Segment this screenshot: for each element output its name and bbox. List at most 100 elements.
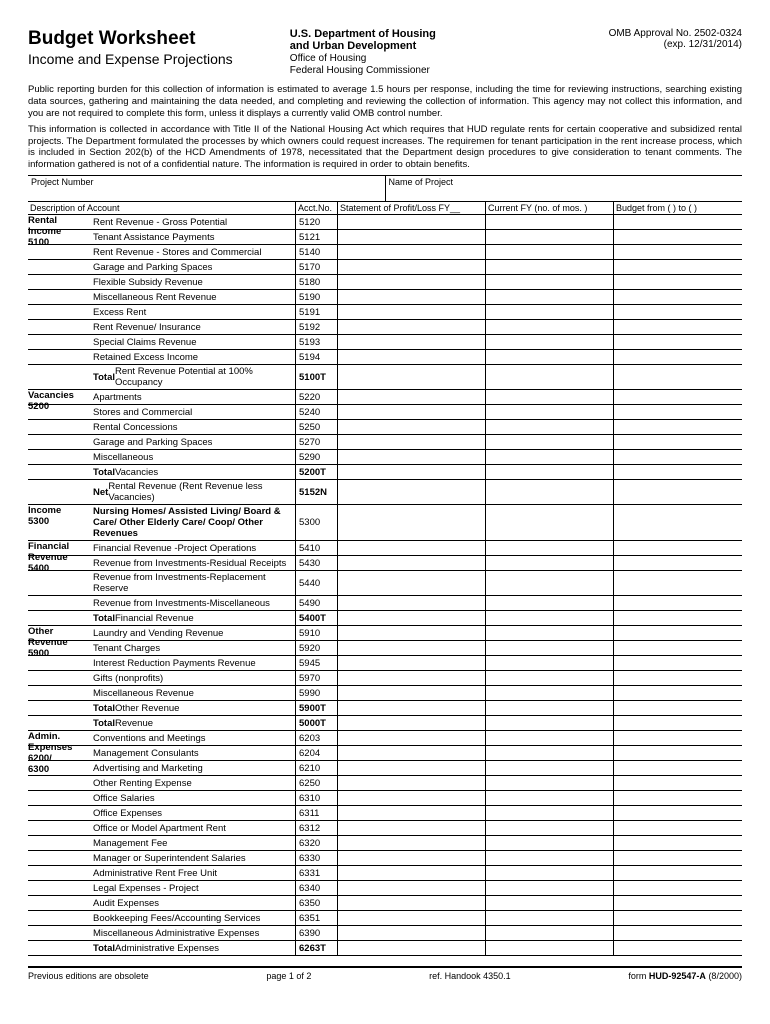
statement-cell[interactable] <box>338 335 486 349</box>
budget-cell[interactable] <box>614 641 742 655</box>
statement-cell[interactable] <box>338 626 486 640</box>
current-fy-cell[interactable] <box>486 596 614 610</box>
current-fy-cell[interactable] <box>486 245 614 259</box>
budget-cell[interactable] <box>614 926 742 940</box>
budget-cell[interactable] <box>614 686 742 700</box>
budget-cell[interactable] <box>614 656 742 670</box>
current-fy-cell[interactable] <box>486 836 614 850</box>
statement-cell[interactable] <box>338 275 486 289</box>
budget-cell[interactable] <box>614 701 742 715</box>
current-fy-cell[interactable] <box>486 290 614 304</box>
budget-cell[interactable] <box>614 335 742 349</box>
budget-cell[interactable] <box>614 836 742 850</box>
current-fy-cell[interactable] <box>486 480 614 504</box>
statement-cell[interactable] <box>338 821 486 835</box>
budget-cell[interactable] <box>614 731 742 745</box>
statement-cell[interactable] <box>338 881 486 895</box>
statement-cell[interactable] <box>338 435 486 449</box>
statement-cell[interactable] <box>338 731 486 745</box>
statement-cell[interactable] <box>338 305 486 319</box>
statement-cell[interactable] <box>338 911 486 925</box>
budget-cell[interactable] <box>614 230 742 244</box>
current-fy-cell[interactable] <box>486 911 614 925</box>
current-fy-cell[interactable] <box>486 731 614 745</box>
statement-cell[interactable] <box>338 556 486 570</box>
budget-cell[interactable] <box>614 821 742 835</box>
current-fy-cell[interactable] <box>486 941 614 955</box>
current-fy-cell[interactable] <box>486 230 614 244</box>
budget-cell[interactable] <box>614 290 742 304</box>
statement-cell[interactable] <box>338 215 486 229</box>
budget-cell[interactable] <box>614 611 742 625</box>
statement-cell[interactable] <box>338 926 486 940</box>
project-name-field[interactable]: Name of Project <box>386 176 743 201</box>
budget-cell[interactable] <box>614 896 742 910</box>
statement-cell[interactable] <box>338 260 486 274</box>
statement-cell[interactable] <box>338 350 486 364</box>
statement-cell[interactable] <box>338 806 486 820</box>
current-fy-cell[interactable] <box>486 656 614 670</box>
current-fy-cell[interactable] <box>486 505 614 540</box>
current-fy-cell[interactable] <box>486 260 614 274</box>
statement-cell[interactable] <box>338 505 486 540</box>
statement-cell[interactable] <box>338 641 486 655</box>
budget-cell[interactable] <box>614 541 742 555</box>
current-fy-cell[interactable] <box>486 641 614 655</box>
current-fy-cell[interactable] <box>486 465 614 479</box>
current-fy-cell[interactable] <box>486 701 614 715</box>
budget-cell[interactable] <box>614 390 742 404</box>
statement-cell[interactable] <box>338 791 486 805</box>
budget-cell[interactable] <box>614 320 742 334</box>
budget-cell[interactable] <box>614 941 742 955</box>
budget-cell[interactable] <box>614 791 742 805</box>
statement-cell[interactable] <box>338 611 486 625</box>
current-fy-cell[interactable] <box>486 746 614 760</box>
statement-cell[interactable] <box>338 941 486 955</box>
statement-cell[interactable] <box>338 230 486 244</box>
current-fy-cell[interactable] <box>486 896 614 910</box>
budget-cell[interactable] <box>614 405 742 419</box>
statement-cell[interactable] <box>338 465 486 479</box>
statement-cell[interactable] <box>338 405 486 419</box>
current-fy-cell[interactable] <box>486 761 614 775</box>
current-fy-cell[interactable] <box>486 776 614 790</box>
budget-cell[interactable] <box>614 505 742 540</box>
budget-cell[interactable] <box>614 806 742 820</box>
current-fy-cell[interactable] <box>486 881 614 895</box>
current-fy-cell[interactable] <box>486 305 614 319</box>
current-fy-cell[interactable] <box>486 405 614 419</box>
budget-cell[interactable] <box>614 480 742 504</box>
current-fy-cell[interactable] <box>486 611 614 625</box>
statement-cell[interactable] <box>338 686 486 700</box>
statement-cell[interactable] <box>338 571 486 595</box>
budget-cell[interactable] <box>614 851 742 865</box>
statement-cell[interactable] <box>338 746 486 760</box>
current-fy-cell[interactable] <box>486 716 614 730</box>
statement-cell[interactable] <box>338 761 486 775</box>
statement-cell[interactable] <box>338 836 486 850</box>
statement-cell[interactable] <box>338 671 486 685</box>
statement-cell[interactable] <box>338 320 486 334</box>
statement-cell[interactable] <box>338 776 486 790</box>
statement-cell[interactable] <box>338 541 486 555</box>
statement-cell[interactable] <box>338 866 486 880</box>
budget-cell[interactable] <box>614 761 742 775</box>
current-fy-cell[interactable] <box>486 435 614 449</box>
statement-cell[interactable] <box>338 851 486 865</box>
statement-cell[interactable] <box>338 716 486 730</box>
project-number-field[interactable]: Project Number <box>28 176 386 201</box>
current-fy-cell[interactable] <box>486 851 614 865</box>
budget-cell[interactable] <box>614 260 742 274</box>
budget-cell[interactable] <box>614 596 742 610</box>
budget-cell[interactable] <box>614 275 742 289</box>
budget-cell[interactable] <box>614 911 742 925</box>
current-fy-cell[interactable] <box>486 350 614 364</box>
statement-cell[interactable] <box>338 365 486 389</box>
current-fy-cell[interactable] <box>486 791 614 805</box>
budget-cell[interactable] <box>614 350 742 364</box>
current-fy-cell[interactable] <box>486 686 614 700</box>
statement-cell[interactable] <box>338 701 486 715</box>
budget-cell[interactable] <box>614 626 742 640</box>
current-fy-cell[interactable] <box>486 866 614 880</box>
current-fy-cell[interactable] <box>486 821 614 835</box>
